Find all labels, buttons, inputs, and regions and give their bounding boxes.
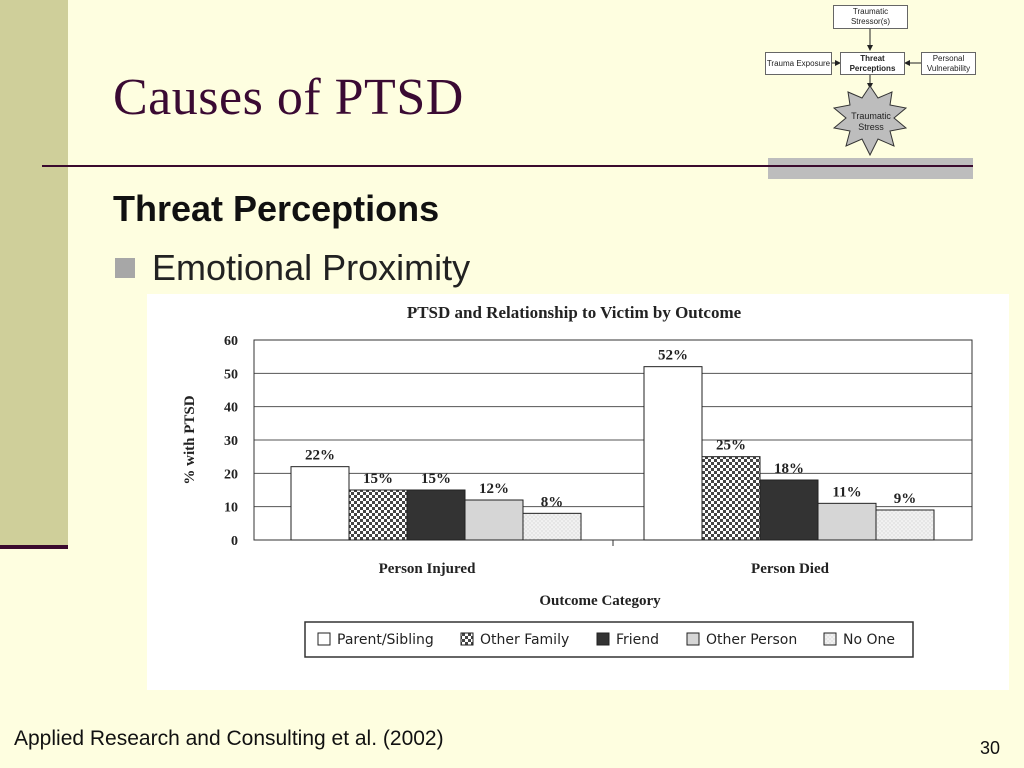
title-rule xyxy=(42,165,972,167)
x-axis-label: Outcome Category xyxy=(539,593,661,609)
bar-chart: 22% 15% 15% 12% 8% 52% 25% 18% 11% 9% 0 10 20 30 40 50… xyxy=(182,303,973,658)
traumatic-stress-burst xyxy=(832,85,908,157)
bar-person-injured-parent-sibling xyxy=(290,466,350,541)
y-tick-labels: 0 10 20 30 40 50 60 xyxy=(224,334,238,549)
legend-swatch-other-family xyxy=(460,632,474,646)
chart-title: PTSD and Relationship to Victim by Outco… xyxy=(407,303,742,322)
plot-frame xyxy=(253,339,973,541)
diagram-box-vulnerability: Personal Vulnerability xyxy=(921,52,976,75)
data-label-person-died-friend: 18% xyxy=(774,461,804,477)
data-label-person-injured-parent-sibling: 22% xyxy=(305,448,335,464)
page-number: 30 xyxy=(980,738,1001,758)
y-tick-label-60: 60 xyxy=(224,334,238,349)
diagram-box-threat: Threat Perceptions xyxy=(840,52,905,75)
y-tick-label-40: 40 xyxy=(224,401,238,416)
legend-label-no-one: No One xyxy=(843,632,895,648)
bar-person-died-friend xyxy=(759,479,819,541)
data-label-person-died-other-person: 11% xyxy=(832,484,861,500)
category-label-person-injured: Person Injured xyxy=(379,561,476,577)
legend-swatch-other-person xyxy=(686,632,700,646)
bullet-square-icon xyxy=(115,258,135,278)
bar-person-died-no-one xyxy=(875,509,935,541)
legend-swatch-no-one xyxy=(823,632,837,646)
y-tick-label-30: 30 xyxy=(224,434,238,449)
data-label-person-died-parent-sibling: 52% xyxy=(658,348,688,364)
subheading: Threat Perceptions xyxy=(113,188,440,229)
corner-band xyxy=(768,158,973,179)
legend-layer: Parent/Sibling Other Family Friend Other Pe… xyxy=(317,632,895,648)
slide-title: Causes of PTSD xyxy=(113,69,464,126)
legend-label-parent-sibling: Parent/Sibling xyxy=(337,632,434,648)
y-tick-label-50: 50 xyxy=(224,367,238,382)
diagram-box-exposure: Trauma Exposure xyxy=(765,52,832,75)
legend-label-friend: Friend xyxy=(616,632,659,648)
legend-label-other-family: Other Family xyxy=(480,632,569,648)
chart-panel: 22% 15% 15% 12% 8% 52% 25% 18% 11% 9% 0 10 20 30 40 50… xyxy=(147,294,1009,690)
bar-person-died-parent-sibling xyxy=(643,366,703,541)
y-tick-label-10: 10 xyxy=(224,501,238,516)
burst-label: Traumatic Stress xyxy=(851,111,891,132)
data-label-person-died-other-family: 25% xyxy=(716,438,746,454)
data-label-person-injured-no-one: 8% xyxy=(541,494,564,510)
category-label-person-died: Person Died xyxy=(751,561,830,577)
bar-person-injured-friend xyxy=(406,489,466,541)
y-axis-label: % with PTSD xyxy=(182,395,198,484)
legend-swatch-friend xyxy=(596,632,610,646)
left-accent-underline xyxy=(0,545,68,549)
data-label-person-injured-friend: 15% xyxy=(421,471,451,487)
bar-person-injured-no-one xyxy=(522,512,582,541)
bullet-text: Emotional Proximity xyxy=(152,247,471,288)
bar-person-died-other-family xyxy=(701,456,761,541)
data-label-person-injured-other-person: 12% xyxy=(479,481,509,497)
bars-layer: 22% 15% 15% 12% 8% 52% 25% 18% 11% 9% xyxy=(290,348,935,541)
bar-person-died-other-person xyxy=(817,502,877,541)
data-label-person-died-no-one: 9% xyxy=(894,491,917,507)
bar-person-injured-other-person xyxy=(464,499,524,541)
citation: Applied Research and Consulting et al. (… xyxy=(14,727,444,750)
data-label-person-injured-other-family: 15% xyxy=(363,471,393,487)
legend-swatch-parent-sibling xyxy=(317,632,331,646)
y-tick-label-20: 20 xyxy=(224,467,238,482)
diagram-box-stressor: Traumatic Stressor(s) xyxy=(833,5,908,29)
legend-label-other-person: Other Person xyxy=(706,632,797,648)
left-accent-bar xyxy=(0,0,68,545)
bar-person-injured-other-family xyxy=(348,489,408,541)
y-tick-label-0: 0 xyxy=(231,534,238,549)
threat-model-diagram: Traumatic Stressor(s) Trauma Exposure Th… xyxy=(760,0,1024,160)
diagram-connectors xyxy=(832,28,921,157)
corner-band-line xyxy=(768,165,973,167)
